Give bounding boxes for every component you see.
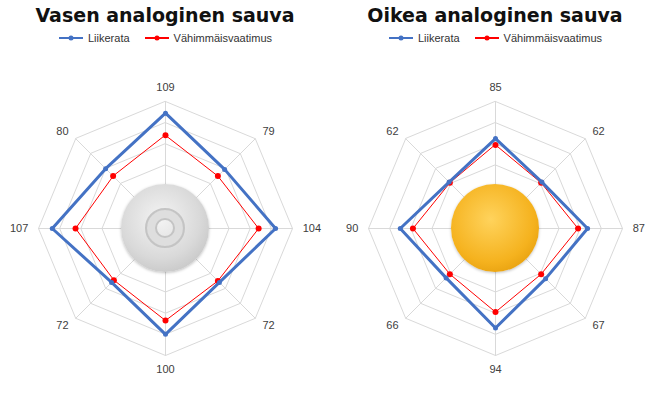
svg-text:94: 94 — [489, 363, 501, 375]
svg-text:90: 90 — [346, 222, 358, 234]
svg-text:100: 100 — [156, 363, 174, 375]
svg-text:62: 62 — [386, 125, 398, 137]
svg-text:66: 66 — [386, 319, 398, 331]
svg-text:85: 85 — [489, 81, 501, 93]
html-text:Vähimmäisvaatimus: Vähimmäisvaatimus — [503, 32, 602, 44]
svg-text:67: 67 — [592, 319, 604, 331]
svg-text:104: 104 — [303, 222, 321, 234]
svg-text:79: 79 — [262, 125, 274, 137]
html-text:Vasen analoginen sauva: Vasen analoginen sauva — [35, 4, 295, 26]
html-text:Liikerata: Liikerata — [88, 32, 130, 44]
svg-text:72: 72 — [56, 319, 68, 331]
html-text:Vähimmäisvaatimus: Vähimmäisvaatimus — [173, 32, 272, 44]
svg-text:72: 72 — [262, 319, 274, 331]
svg-text:107: 107 — [10, 222, 28, 234]
html-text:Oikea analoginen sauva: Oikea analoginen sauva — [367, 4, 623, 26]
svg-text:109: 109 — [156, 81, 174, 93]
svg-text:87: 87 — [633, 222, 645, 234]
html-text:Liikerata: Liikerata — [418, 32, 460, 44]
svg-text:80: 80 — [56, 125, 68, 137]
svg-text:62: 62 — [592, 125, 604, 137]
